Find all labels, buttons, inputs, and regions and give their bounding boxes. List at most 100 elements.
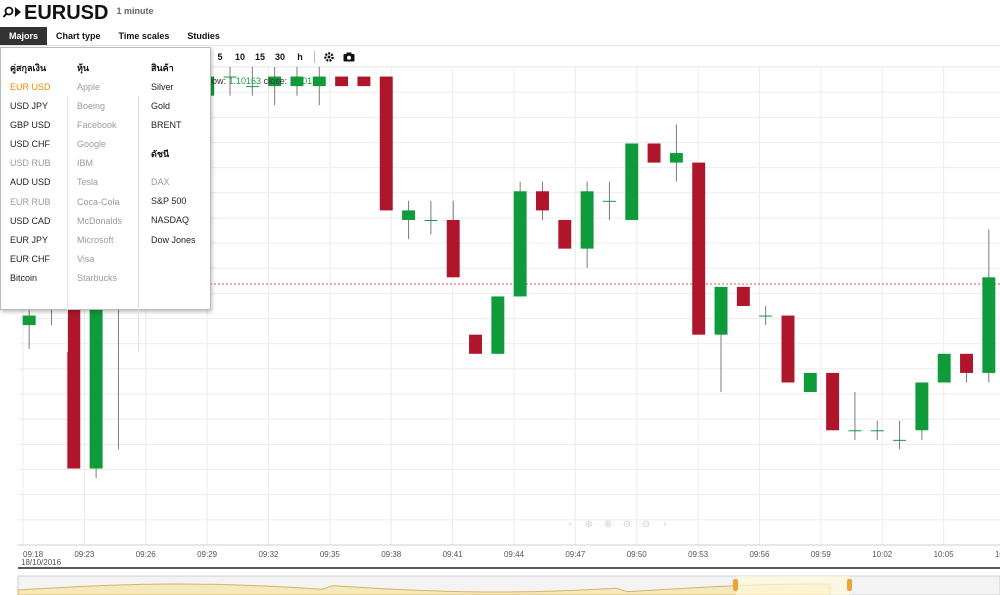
currencies-heading: คู่สกุลเงิน xyxy=(10,63,47,73)
menu-option: Coca-Cola xyxy=(77,196,120,207)
navigator-selection xyxy=(736,576,849,595)
menu-option: DAX xyxy=(151,177,170,188)
menu-option[interactable]: USD CHF xyxy=(10,139,50,150)
scale-15-button[interactable]: 15 xyxy=(254,51,265,62)
scale-30-button[interactable]: 30 xyxy=(274,51,285,62)
scale-10-button[interactable]: 10 xyxy=(234,51,245,62)
x-tick-label: 09:50 xyxy=(627,550,648,559)
commodities-heading: สินค้า xyxy=(151,63,174,73)
candle-down xyxy=(960,353,973,373)
toolbar-divider xyxy=(314,50,315,63)
column-divider xyxy=(138,96,139,352)
candle-up xyxy=(424,219,438,221)
menu-option[interactable]: Silver xyxy=(151,82,174,92)
menu-option[interactable]: EUR JPY xyxy=(10,234,49,245)
candle-up xyxy=(402,210,416,220)
x-tick-label: 09:53 xyxy=(688,550,709,559)
menu-time-scales[interactable]: Time scales xyxy=(118,31,170,41)
x-tick-label: 09:29 xyxy=(197,550,218,559)
menu-option: Facebook xyxy=(77,120,117,131)
x-tick-label: 10:05 xyxy=(934,550,955,559)
menu-option[interactable]: BRENT xyxy=(151,120,182,131)
toolbar: 5 10 15 30 h xyxy=(210,47,1000,67)
candle-up xyxy=(982,277,996,373)
candle-up xyxy=(513,191,527,297)
search-icon[interactable] xyxy=(2,4,14,24)
menu-option[interactable]: GBP USD xyxy=(10,120,51,131)
header: EURUSD 1 minute xyxy=(0,0,1000,26)
candle-down xyxy=(357,76,371,87)
play-icon[interactable] xyxy=(14,4,22,24)
navigator-series xyxy=(17,583,831,595)
low-value: 1.10163 xyxy=(228,76,262,86)
x-tick-label: 09:59 xyxy=(811,550,832,559)
majors-dropdown: คู่สกุลเงิน EUR USD USD JPY GBP USD USD CHF… xyxy=(0,47,211,352)
menu-option[interactable]: USD JPY xyxy=(10,101,49,112)
currencies-column: คู่สกุลเงิน EUR USD USD JPY GBP USD USD CHF… xyxy=(1,48,67,309)
menu-option: Visa xyxy=(77,253,95,264)
stocks-list: Apple Boeing Facebook Google IBM Tesla Coca-Co… xyxy=(68,78,138,288)
scale-5-button[interactable]: 5 xyxy=(217,51,223,62)
menu-option: Starbucks xyxy=(77,272,118,283)
interval-label: 1 minute xyxy=(116,6,154,16)
x-tick-label: 09:47 xyxy=(565,550,586,559)
candle-up xyxy=(580,191,594,249)
candle-down xyxy=(558,219,572,249)
menu-option[interactable]: AUD USD xyxy=(10,177,51,188)
x-tick-label: 10:02 xyxy=(872,550,893,559)
menu-option[interactable]: EUR CHF xyxy=(10,253,50,264)
commodities-list: Silver Gold BRENT xyxy=(142,78,210,135)
candle-up xyxy=(714,286,728,335)
zoom-control-icon: ⊖ xyxy=(642,519,650,530)
symbol-title[interactable]: EURUSD xyxy=(24,2,109,24)
menu-studies[interactable]: Studies xyxy=(187,31,220,41)
menu-option[interactable]: USD CAD xyxy=(10,215,51,226)
menu-option[interactable]: Gold xyxy=(151,101,171,112)
currencies-list: EUR USD USD JPY GBP USD USD CHF USD RUB AUD U… xyxy=(1,78,67,288)
date-label: 18/10/2016 xyxy=(21,558,62,567)
gear-icon[interactable] xyxy=(319,47,339,67)
menu-option[interactable]: NASDAQ xyxy=(151,215,190,226)
menu-option: Google xyxy=(77,139,107,150)
candle-down xyxy=(647,143,661,163)
candle-up xyxy=(669,153,683,163)
stocks-heading: หุ้น xyxy=(77,63,90,73)
menu-majors[interactable]: Majors xyxy=(0,27,48,45)
indices-list: DAX S&P 500 NASDAQ Dow Jones xyxy=(142,173,210,249)
close-label: close: xyxy=(263,76,288,86)
stocks-column: หุ้น Apple Boeing Facebook Google IBM Tesla Co… xyxy=(68,48,138,309)
menu-chart-type[interactable]: Chart type xyxy=(56,31,101,41)
candle-down xyxy=(781,315,795,383)
candle-down xyxy=(469,334,482,354)
menu-option: EUR RUB xyxy=(10,196,51,207)
scale-h-button[interactable]: h xyxy=(297,51,303,62)
menu-option: Tesla xyxy=(77,177,99,188)
menu-option[interactable]: Dow Jones xyxy=(151,234,196,245)
menu-option[interactable]: EUR USD xyxy=(10,82,51,92)
candle-up xyxy=(290,76,304,87)
close-value: 1.10173 xyxy=(289,76,323,86)
menu-option[interactable]: S&P 500 xyxy=(151,196,187,207)
candle-up xyxy=(602,200,616,202)
commodities-column: สินค้า Silver Gold BRENT ดัชนี DAX S&P 500 N… xyxy=(142,48,210,309)
candle-up xyxy=(759,315,773,317)
x-tick-label: 09:38 xyxy=(381,550,402,559)
candle-down xyxy=(379,76,393,211)
candle-down xyxy=(692,162,706,335)
zoom-control-icon: ⊕ xyxy=(604,519,612,530)
candle-up xyxy=(268,76,282,87)
candle-down xyxy=(736,286,750,306)
x-tick-label: 10:08 xyxy=(995,550,1000,559)
menu-option: IBM xyxy=(77,158,94,169)
candle-down xyxy=(446,219,460,278)
menu-option[interactable]: Bitcoin xyxy=(10,272,38,283)
menu-option: Apple xyxy=(77,82,101,92)
low-label: low: xyxy=(210,76,227,86)
candle-down xyxy=(826,372,840,431)
camera-icon[interactable] xyxy=(339,47,359,67)
candle-up xyxy=(848,430,862,432)
x-tick-label: 09:26 xyxy=(136,550,157,559)
candle-up xyxy=(870,430,884,432)
ohlc-readout: low: 1.10163 close: 1.10173 xyxy=(210,76,322,86)
